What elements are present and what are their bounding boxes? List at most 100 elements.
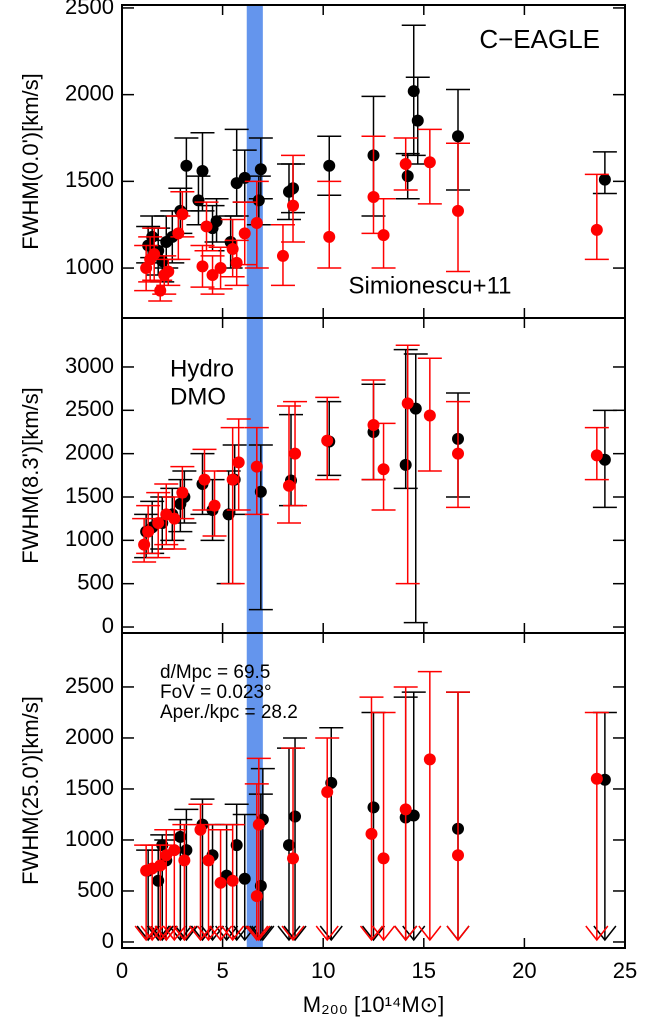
point xyxy=(230,256,243,269)
arrow-head xyxy=(446,925,470,942)
point xyxy=(452,130,465,143)
y-axis-label: FWHM(0.0')[km/s] xyxy=(18,73,43,250)
point xyxy=(152,517,165,530)
arrow-head xyxy=(359,925,384,942)
point xyxy=(176,486,189,499)
x-tick-label: 25 xyxy=(613,958,637,983)
point xyxy=(452,204,465,217)
arrow-head xyxy=(196,925,221,942)
point xyxy=(226,874,239,887)
point xyxy=(148,248,161,261)
y-tick-label: 0 xyxy=(102,928,114,953)
point xyxy=(325,776,338,789)
x-tick-label: 15 xyxy=(412,958,436,983)
band xyxy=(246,5,263,318)
point xyxy=(287,852,300,865)
note: FoV = 0.023° xyxy=(160,682,272,703)
arrow-head xyxy=(394,925,418,942)
point xyxy=(321,786,334,799)
point xyxy=(411,114,424,127)
point xyxy=(214,876,227,889)
point xyxy=(321,434,334,447)
band-label: Simionescu+11 xyxy=(349,272,512,299)
point xyxy=(254,485,267,498)
arrow-head xyxy=(283,925,307,942)
point xyxy=(254,163,267,176)
point xyxy=(590,449,603,462)
series xyxy=(134,670,609,942)
arrow-head xyxy=(315,925,339,942)
y-tick-label: 500 xyxy=(77,877,114,902)
x-tick-label: 20 xyxy=(512,958,536,983)
point xyxy=(142,525,155,538)
legend-entry: DMO xyxy=(170,383,226,410)
arrow-head xyxy=(247,925,271,942)
point xyxy=(198,473,211,486)
series xyxy=(136,24,617,283)
point xyxy=(196,260,209,273)
arrow-head xyxy=(245,925,269,942)
point xyxy=(276,249,289,262)
arrow-head xyxy=(162,925,186,942)
y-tick-label: 1000 xyxy=(65,826,114,851)
point xyxy=(196,164,209,177)
point xyxy=(282,479,295,492)
y-tick-label: 1000 xyxy=(65,254,114,279)
note: Aper./kpc = 28.2 xyxy=(160,702,298,723)
arrow-head xyxy=(215,925,239,942)
point xyxy=(252,194,265,207)
arrow-head xyxy=(150,925,174,942)
point xyxy=(423,753,436,766)
y-tick-label: 1000 xyxy=(65,526,114,551)
point xyxy=(156,255,169,268)
x-tick-label: 0 xyxy=(116,958,128,983)
x-tick-label: 10 xyxy=(311,958,335,983)
point xyxy=(401,397,414,410)
point xyxy=(401,170,414,183)
point xyxy=(202,854,215,867)
x-axis-label: M₂₀₀ [10¹⁴M⊙] xyxy=(303,992,444,1017)
arrow-head xyxy=(371,925,396,942)
point xyxy=(289,447,302,460)
point xyxy=(254,879,267,892)
point xyxy=(377,229,390,242)
point xyxy=(206,268,219,281)
y-tick-label: 2000 xyxy=(65,724,114,749)
point xyxy=(289,810,302,823)
series xyxy=(132,344,609,585)
point xyxy=(282,839,295,852)
point xyxy=(598,173,611,186)
point xyxy=(208,499,221,512)
arrow-head xyxy=(277,925,301,942)
band xyxy=(246,318,263,633)
y-tick-label: 2500 xyxy=(65,396,114,421)
point xyxy=(367,801,380,814)
point xyxy=(200,220,213,233)
point xyxy=(178,854,191,867)
point xyxy=(452,849,465,862)
y-tick-label: 2500 xyxy=(65,673,114,698)
point xyxy=(423,409,436,422)
arrow-head xyxy=(319,925,343,942)
arrow-head xyxy=(208,925,233,942)
point xyxy=(180,159,193,172)
point xyxy=(252,818,265,831)
y-tick-label: 1500 xyxy=(65,775,114,800)
x-tick-label: 5 xyxy=(216,958,228,983)
series xyxy=(134,128,609,302)
legend-entry: Hydro xyxy=(170,355,234,382)
point xyxy=(250,216,263,229)
note: d/Mpc = 69.5 xyxy=(160,662,270,683)
point xyxy=(399,458,412,471)
point xyxy=(452,447,465,460)
point xyxy=(377,852,390,865)
y-axis-label: FWHM(8.3')[km/s] xyxy=(18,387,43,564)
point xyxy=(250,890,263,903)
point xyxy=(365,827,378,840)
point xyxy=(226,242,239,255)
point xyxy=(214,262,227,275)
point xyxy=(407,85,420,98)
point xyxy=(323,230,336,243)
point xyxy=(250,460,263,473)
point xyxy=(226,473,239,486)
